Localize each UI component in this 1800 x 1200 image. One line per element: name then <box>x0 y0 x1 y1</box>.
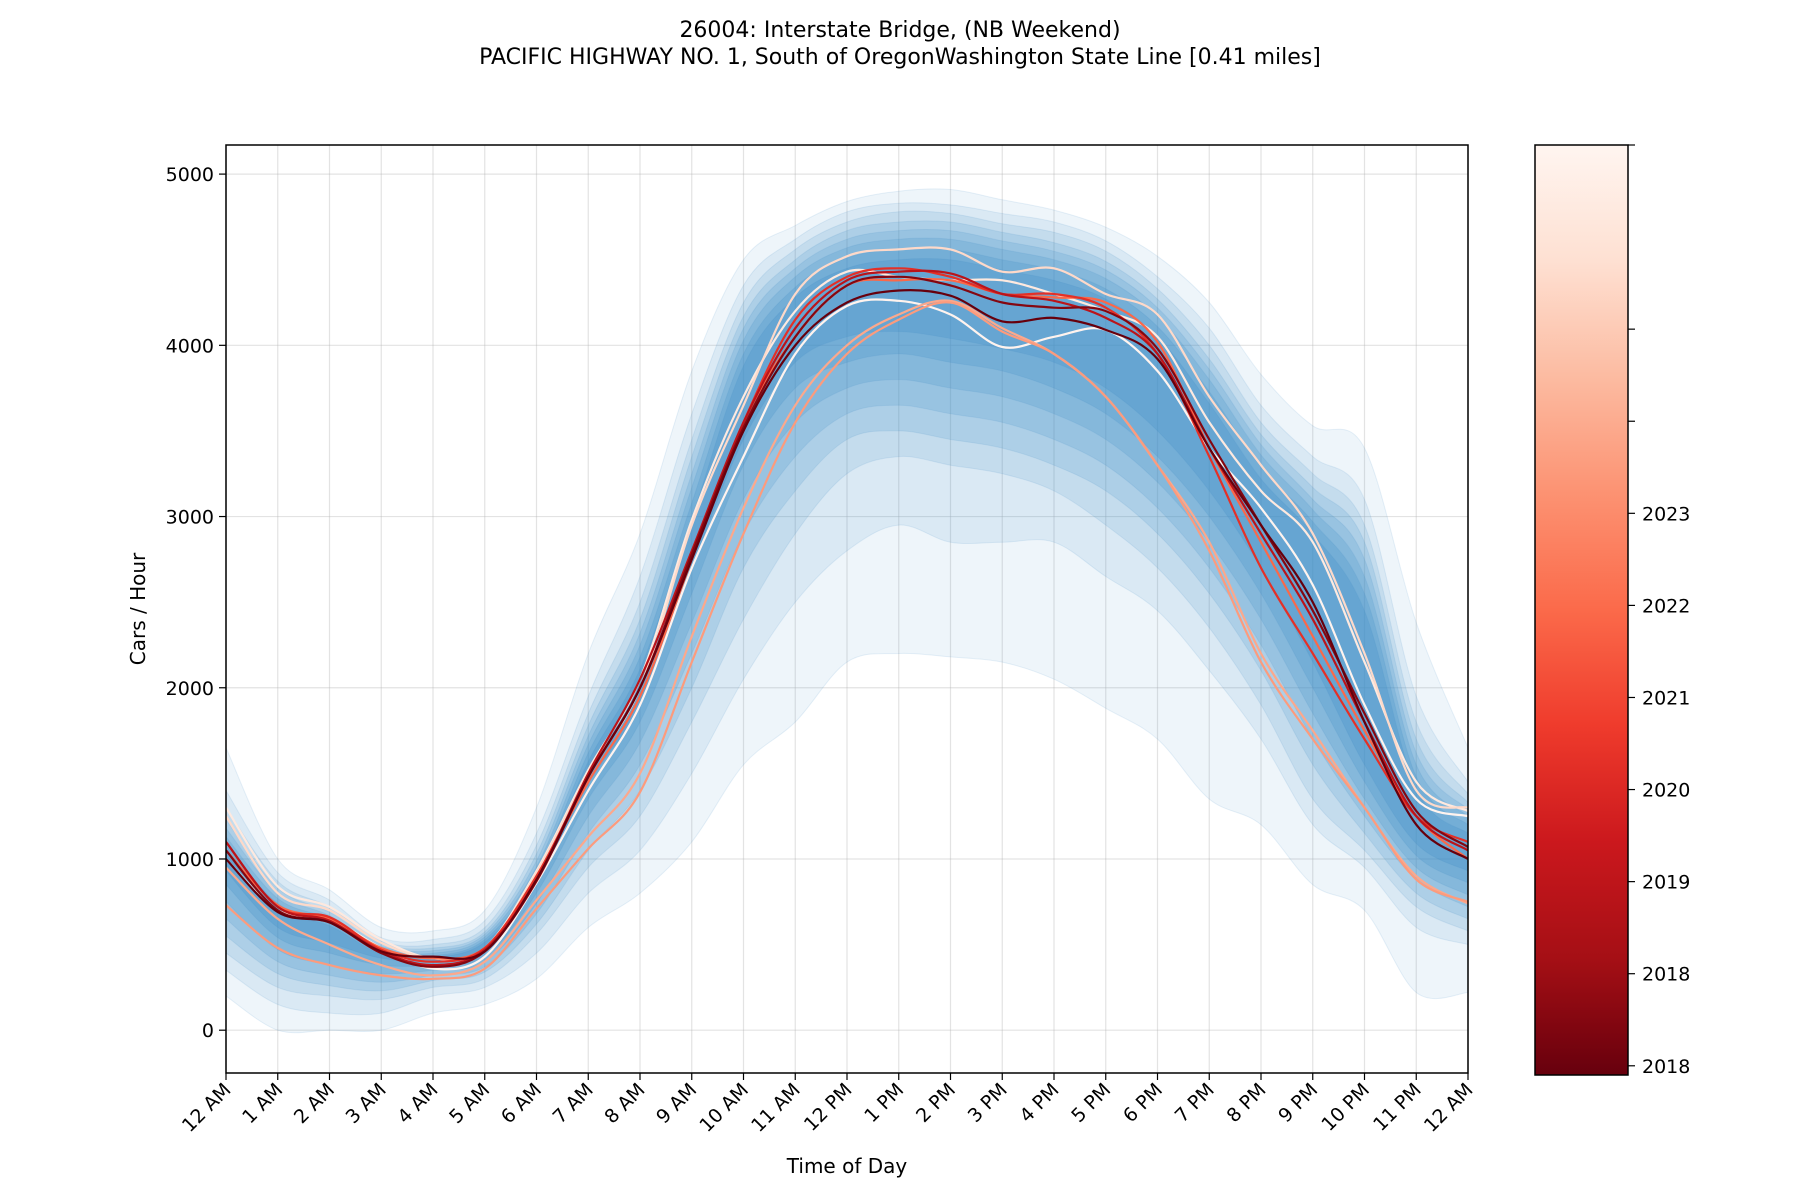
y-tick-label: 3000 <box>166 507 214 529</box>
x-tick-label: 5 AM <box>445 1079 494 1128</box>
x-tick-label: 5 PM <box>1067 1079 1115 1127</box>
year-line <box>226 269 1468 967</box>
y-tick-label: 2000 <box>166 678 214 700</box>
chart-title: 26004: Interstate Bridge, (NB Weekend) <box>679 18 1121 43</box>
x-tick-label: 6 AM <box>497 1079 546 1128</box>
colorbar-tick-label: 2018 <box>1642 1056 1690 1078</box>
x-tick-label: 1 AM <box>238 1079 287 1128</box>
colorbar-tick-label: 2023 <box>1642 503 1690 525</box>
x-tick-label: 12 AM <box>1420 1079 1478 1137</box>
colorbar-body <box>1534 144 1629 1076</box>
colorbar-tick-label: 2021 <box>1642 687 1690 709</box>
y-axis-ticks: 0 1000 2000 3000 4000 5000 <box>166 164 226 1042</box>
colorbar-tick-label: 2020 <box>1642 780 1690 802</box>
year-line <box>226 289 1468 960</box>
percentile-band <box>226 247 1468 967</box>
colorbar-ticks: 2018 2018 2019 2020 2021 2022 2023 <box>1628 144 1690 1078</box>
percentile-band <box>226 188 1468 1034</box>
x-tick-label: 3 AM <box>342 1079 391 1128</box>
x-tick-label: 2 AM <box>290 1079 339 1128</box>
colorbar-tick-label: 2018 <box>1642 964 1690 986</box>
x-tick-label: 2 PM <box>912 1079 960 1127</box>
year-line <box>226 301 1468 981</box>
chart-subtitle: PACIFIC HIGHWAY NO. 1, South of OregonWa… <box>479 45 1321 70</box>
x-tick-label: 1 PM <box>860 1079 908 1127</box>
y-tick-label: 0 <box>202 1020 214 1042</box>
x-tick-label: 9 AM <box>652 1079 701 1128</box>
x-tick-label: 8 PM <box>1222 1079 1270 1127</box>
x-tick-label: 11 PM <box>1369 1079 1426 1136</box>
x-axis-label: Time of Day <box>786 1154 908 1178</box>
x-tick-label: 3 PM <box>964 1079 1012 1127</box>
x-tick-label: 9 PM <box>1274 1079 1322 1127</box>
x-tick-label: 4 AM <box>393 1079 442 1128</box>
x-tick-label: 12 AM <box>178 1079 236 1137</box>
colorbar: 2018 2018 2019 2020 2021 2022 2023 <box>1534 144 1690 1078</box>
x-tick-label: 7 PM <box>1171 1079 1219 1127</box>
y-tick-label: 5000 <box>166 164 214 186</box>
year-line <box>226 267 1468 963</box>
year-lines <box>226 246 1468 981</box>
year-line <box>226 298 1468 971</box>
percentile-band <box>226 210 1468 1001</box>
percentile-bands <box>226 188 1468 1034</box>
x-tick-label: 11 AM <box>747 1079 805 1137</box>
y-tick-label: 1000 <box>166 849 214 871</box>
x-tick-label: 12 PM <box>800 1079 857 1136</box>
x-tick-label: 6 PM <box>1119 1079 1167 1127</box>
x-axis-ticks: 12 AM 1 AM 2 AM 3 AM 4 AM 5 AM 6 AM 7 AM 8 AM 9 A… <box>178 1073 1478 1137</box>
y-axis-label: Cars / Hour <box>126 552 150 665</box>
year-line <box>226 299 1468 977</box>
x-tick-label: 10 PM <box>1317 1079 1374 1136</box>
x-tick-label: 8 AM <box>600 1079 649 1128</box>
y-tick-label: 4000 <box>166 335 214 357</box>
x-tick-label: 4 PM <box>1015 1079 1063 1127</box>
percentile-band <box>226 220 1468 992</box>
x-tick-label: 7 AM <box>549 1079 598 1128</box>
colorbar-tick-label: 2022 <box>1642 595 1690 617</box>
colorbar-tick-label: 2019 <box>1642 872 1690 894</box>
year-line <box>226 275 1468 968</box>
percentile-band <box>226 202 1468 1016</box>
x-tick-label: 10 AM <box>695 1079 753 1137</box>
